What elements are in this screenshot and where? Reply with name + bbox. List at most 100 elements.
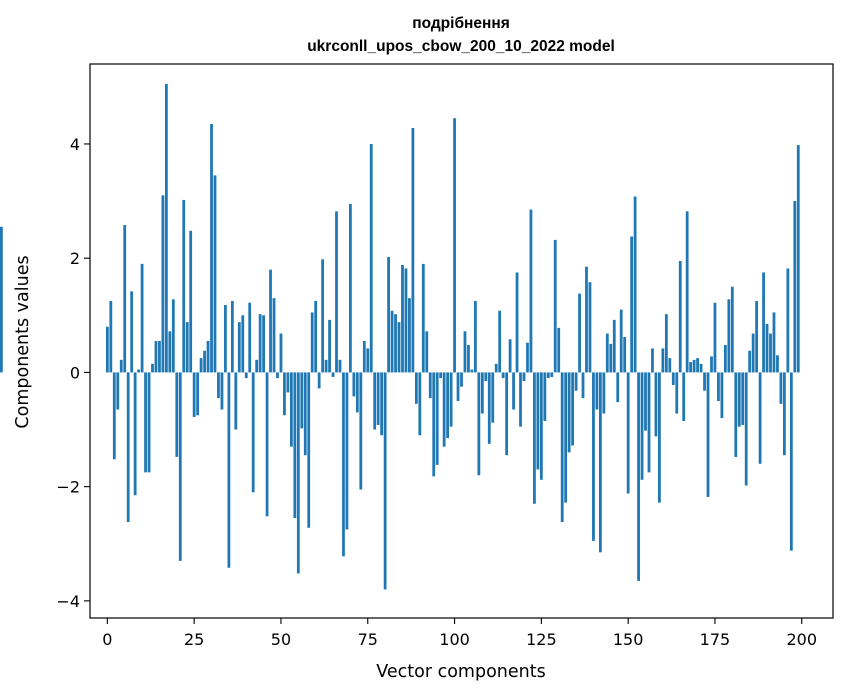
bar-component-79 [380,372,384,436]
bar-component-113 [498,310,502,373]
bar-component-16 [161,195,165,373]
bar-component-88 [411,127,415,373]
bar-component-91 [421,263,425,373]
bar-component-108 [480,372,484,414]
bar-component-130 [557,327,561,373]
bar-component-174 [710,356,713,373]
bar-component-30 [210,123,213,373]
bar-component-4 [119,359,123,373]
bar-component-119 [519,372,522,427]
bar-component-129 [553,239,557,373]
bar-component-197 [789,372,793,551]
bar-component-66 [335,211,338,373]
bar-component-87 [408,298,411,373]
bar-component-100 [453,118,456,373]
bar-component-12 [147,372,151,473]
bar-component-143 [602,372,606,414]
bar-component-90 [418,372,422,436]
bar-component-2 [112,372,116,460]
x-tick-label-125: 125 [526,630,557,649]
bar-component-57 [303,372,307,456]
bar-component-60 [314,301,318,373]
bar-component-110 [487,372,491,444]
bar-component-196 [786,268,790,373]
bar-component-86 [404,268,408,373]
x-tick-label-200: 200 [786,630,817,649]
bar-component-159 [658,372,661,503]
bar-component-133 [567,372,571,453]
bar-component-76 [369,143,373,373]
bar-component-9 [137,369,140,373]
bar-component-95 [435,372,439,465]
bar-component-31 [213,175,217,373]
bar-component-61 [317,372,321,389]
bar-component-35 [227,372,231,568]
bar-component-177 [720,372,724,419]
bar-component-56 [300,372,304,429]
bar-component-42 [251,372,255,493]
bar-component-127 [546,372,550,379]
bar-component-124 [536,372,540,470]
bar-component-111 [491,372,495,423]
bar-component-155 [644,372,647,431]
bar-component-70 [349,203,352,373]
bar-component-36 [230,301,234,373]
bar-component-151 [630,236,634,373]
bar-component-142 [598,372,602,553]
y-tick-label-2: 2 [70,249,80,268]
bar-component-175 [713,302,717,373]
x-axis-label: Vector components [376,662,545,682]
bar-component-63 [324,359,328,373]
bar-component-180 [730,286,734,373]
bar-component-40 [244,372,248,379]
bar-component-82 [390,310,394,373]
bar-component-75 [366,348,370,373]
bar-component-190 [765,323,769,373]
x-tick-label-75: 75 [358,630,378,649]
bar-component-58 [307,372,311,528]
bar-component-150 [626,372,630,494]
bar-component-170 [696,358,699,373]
bar-component-51 [283,372,286,416]
bar-component-132 [564,372,568,503]
bar-component-135 [574,372,578,391]
bar-component-134 [571,372,574,446]
bar-component-161 [664,314,668,373]
bar-component-181 [734,372,738,457]
bar-component-10 [140,263,144,373]
bar-component-54 [293,372,297,519]
bar-component-65 [331,372,335,377]
bar-component-172 [703,372,706,391]
bar-component-121 [526,342,529,373]
bar-component-104 [467,345,470,373]
bar-component-154 [640,372,644,480]
bar-component-168 [689,362,693,373]
bar-component-158 [654,372,658,437]
bar-component-7 [130,291,134,373]
bar-component-103 [463,331,467,373]
bar-component-105 [470,369,474,373]
bar-component-28 [203,350,206,373]
y-tick-label--4: −4 [56,592,80,611]
bar-component-68 [342,372,345,557]
x-tick-label-50: 50 [271,630,291,649]
bar-component-38 [237,322,241,373]
bar-component-39 [241,315,245,373]
bar-component-0 [105,326,109,373]
bar-component-undefined [0,226,3,373]
bar-component-80 [383,372,387,590]
bar-component-55 [296,372,300,574]
bar-component-163 [671,372,675,385]
bar-component-18 [168,331,172,373]
x-tick-label-25: 25 [184,630,204,649]
bar-component-122 [529,209,533,373]
chart-title-line1: подрібнення [412,15,510,32]
x-axis-ticks: 0 25 50 75 100 125 150 175 200 [102,618,817,649]
bar-component-125 [539,372,543,480]
bar-component-192 [772,312,776,373]
bar-component-84 [397,322,401,373]
y-tick-label-4: 4 [70,135,80,154]
bar-component-179 [727,299,731,373]
bar-component-11 [144,372,147,473]
